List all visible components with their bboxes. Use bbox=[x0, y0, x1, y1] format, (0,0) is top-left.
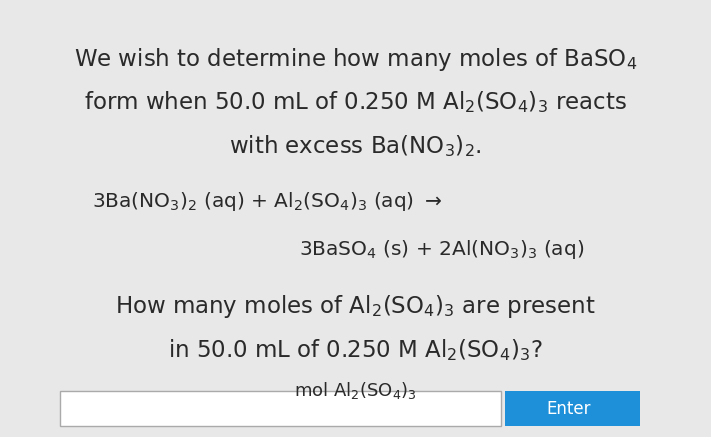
Text: We wish to determine how many moles of BaSO$_4$: We wish to determine how many moles of B… bbox=[74, 46, 637, 73]
Text: 3Ba(NO$_3$)$_2$ (aq) + Al$_2$(SO$_4$)$_3$ (aq) $\rightarrow$: 3Ba(NO$_3$)$_2$ (aq) + Al$_2$(SO$_4$)$_3… bbox=[92, 190, 442, 213]
Text: mol Al$_2$(SO$_4$)$_3$: mol Al$_2$(SO$_4$)$_3$ bbox=[294, 380, 417, 401]
Text: with excess Ba(NO$_3$)$_2$.: with excess Ba(NO$_3$)$_2$. bbox=[229, 133, 482, 159]
Text: form when 50.0 mL of 0.250 M Al$_2$(SO$_4$)$_3$ reacts: form when 50.0 mL of 0.250 M Al$_2$(SO$_… bbox=[84, 90, 627, 115]
Text: in 50.0 mL of 0.250 M Al$_2$(SO$_4$)$_3$?: in 50.0 mL of 0.250 M Al$_2$(SO$_4$)$_3$… bbox=[169, 337, 542, 363]
Text: 3BaSO$_4$ (s) + 2Al(NO$_3$)$_3$ (aq): 3BaSO$_4$ (s) + 2Al(NO$_3$)$_3$ (aq) bbox=[299, 238, 584, 261]
Text: Enter: Enter bbox=[547, 399, 591, 418]
Text: How many moles of Al$_2$(SO$_4$)$_3$ are present: How many moles of Al$_2$(SO$_4$)$_3$ are… bbox=[115, 293, 596, 320]
